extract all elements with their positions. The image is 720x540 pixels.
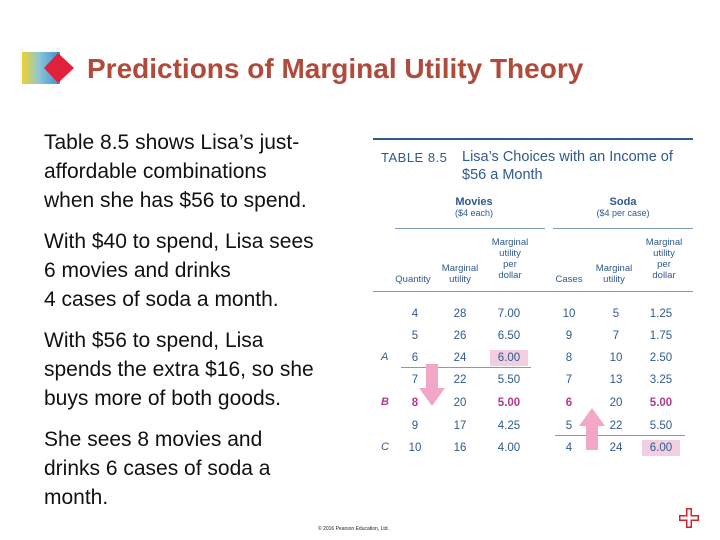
table-top-rule <box>373 138 693 140</box>
table-caption: Lisa’s Choices with an Income of $56 a M… <box>462 149 673 183</box>
col-header-soda-mupd: Marginal utility per dollar <box>645 237 683 281</box>
cell-movies-mu: 28 <box>453 308 467 320</box>
up-arrow-icon <box>579 408 605 450</box>
row-label-b: B <box>381 396 389 408</box>
lisa-choices-table: TABLE 8.5 Lisa’s Choices with an Income … <box>373 136 693 466</box>
cell-movies-mupd-bold: 5.00 <box>497 397 521 409</box>
bullet-1: Table 8.5 shows Lisa’s just- affordable … <box>44 131 307 212</box>
cell-soda-mupd-bold: 5.00 <box>649 397 673 409</box>
cell-soda-mu: 10 <box>609 352 623 364</box>
diamond-logo-icon <box>22 52 74 84</box>
cell-soda-mu: 22 <box>609 420 623 432</box>
cell-soda-mu: 20 <box>609 397 623 409</box>
cell-cases: 9 <box>565 330 573 342</box>
cell-quantity-bold: 8 <box>411 397 419 409</box>
soda-group-rule <box>553 228 693 229</box>
cell-soda-mupd: 1.25 <box>649 308 673 320</box>
cell-soda-mu: 24 <box>609 442 623 454</box>
slide-title: Predictions of Marginal Utility Theory <box>87 53 584 84</box>
cell-movies-mu: 24 <box>453 352 467 364</box>
cell-cases: 8 <box>565 352 573 364</box>
header-bottom-rule <box>373 291 693 292</box>
cell-quantity: 4 <box>411 308 419 320</box>
copyright-notice: © 2016 Pearson Education, Ltd. <box>318 526 389 532</box>
cell-cases: 4 <box>565 442 573 454</box>
bullet-list: Table 8.5 shows Lisa’s just- affordable … <box>44 128 369 524</box>
row-a-underline <box>401 367 531 368</box>
cell-movies-mu: 20 <box>453 397 467 409</box>
cell-movies-mu: 17 <box>453 420 467 432</box>
bullet-2: With $40 to spend, Lisa sees 6 movies an… <box>44 230 314 311</box>
cell-quantity: 6 <box>411 352 419 364</box>
cell-soda-mu: 5 <box>612 308 620 320</box>
plus-cross-icon[interactable] <box>679 508 699 528</box>
row-label-a: A <box>381 351 389 363</box>
table-number: TABLE 8.5 <box>381 150 448 165</box>
cell-soda-mupd: 1.75 <box>649 330 673 342</box>
cell-movies-mupd: 4.25 <box>497 420 521 432</box>
cell-movies-mupd-highlighted: 6.00 <box>490 350 528 366</box>
col-header-movies-mu: Marginal utility <box>441 263 479 285</box>
cell-quantity: 10 <box>408 442 422 454</box>
bullet-4: She sees 8 movies and drinks 6 cases of … <box>44 428 271 509</box>
row-c-overline <box>555 435 685 436</box>
col-header-movies-mupd: Marginal utility per dollar <box>491 237 529 281</box>
cell-quantity: 7 <box>411 374 419 386</box>
col-header-quantity: Quantity <box>395 274 431 285</box>
cell-movies-mupd: 6.50 <box>497 330 521 342</box>
cell-cases: 5 <box>565 420 573 432</box>
cell-cases: 7 <box>565 374 573 386</box>
cell-soda-mupd: 3.25 <box>649 374 673 386</box>
soda-group-title: Soda <box>609 196 637 208</box>
cell-soda-mupd: 2.50 <box>649 352 673 364</box>
movies-group-title: Movies <box>455 196 493 208</box>
cell-soda-mupd: 5.50 <box>649 420 673 432</box>
soda-group-subtitle: ($4 per case) <box>596 208 650 218</box>
cell-movies-mu: 22 <box>453 374 467 386</box>
cell-cases-bold: 6 <box>565 397 573 409</box>
cell-quantity: 9 <box>411 420 419 432</box>
cell-movies-mupd: 7.00 <box>497 308 521 320</box>
cell-movies-mu: 16 <box>453 442 467 454</box>
cell-soda-mu: 13 <box>609 374 623 386</box>
cell-soda-mu: 7 <box>612 330 620 342</box>
movies-group-rule <box>395 228 545 229</box>
cell-movies-mupd: 4.00 <box>497 442 521 454</box>
cell-movies-mu: 26 <box>453 330 467 342</box>
down-arrow-icon <box>419 364 445 406</box>
cell-cases: 10 <box>562 308 576 320</box>
col-header-cases: Cases <box>555 274 583 285</box>
col-header-soda-mu: Marginal utility <box>595 263 633 285</box>
movies-group-header: Movies ($4 each) <box>419 196 529 218</box>
cell-quantity: 5 <box>411 330 419 342</box>
soda-group-header: Soda ($4 per case) <box>563 196 683 218</box>
cell-soda-mupd-highlighted: 6.00 <box>642 440 680 456</box>
row-label-c: C <box>381 441 389 453</box>
cell-movies-mupd: 5.50 <box>497 374 521 386</box>
movies-group-subtitle: ($4 each) <box>454 208 494 218</box>
bullet-3: With $56 to spend, Lisa spends the extra… <box>44 329 314 410</box>
